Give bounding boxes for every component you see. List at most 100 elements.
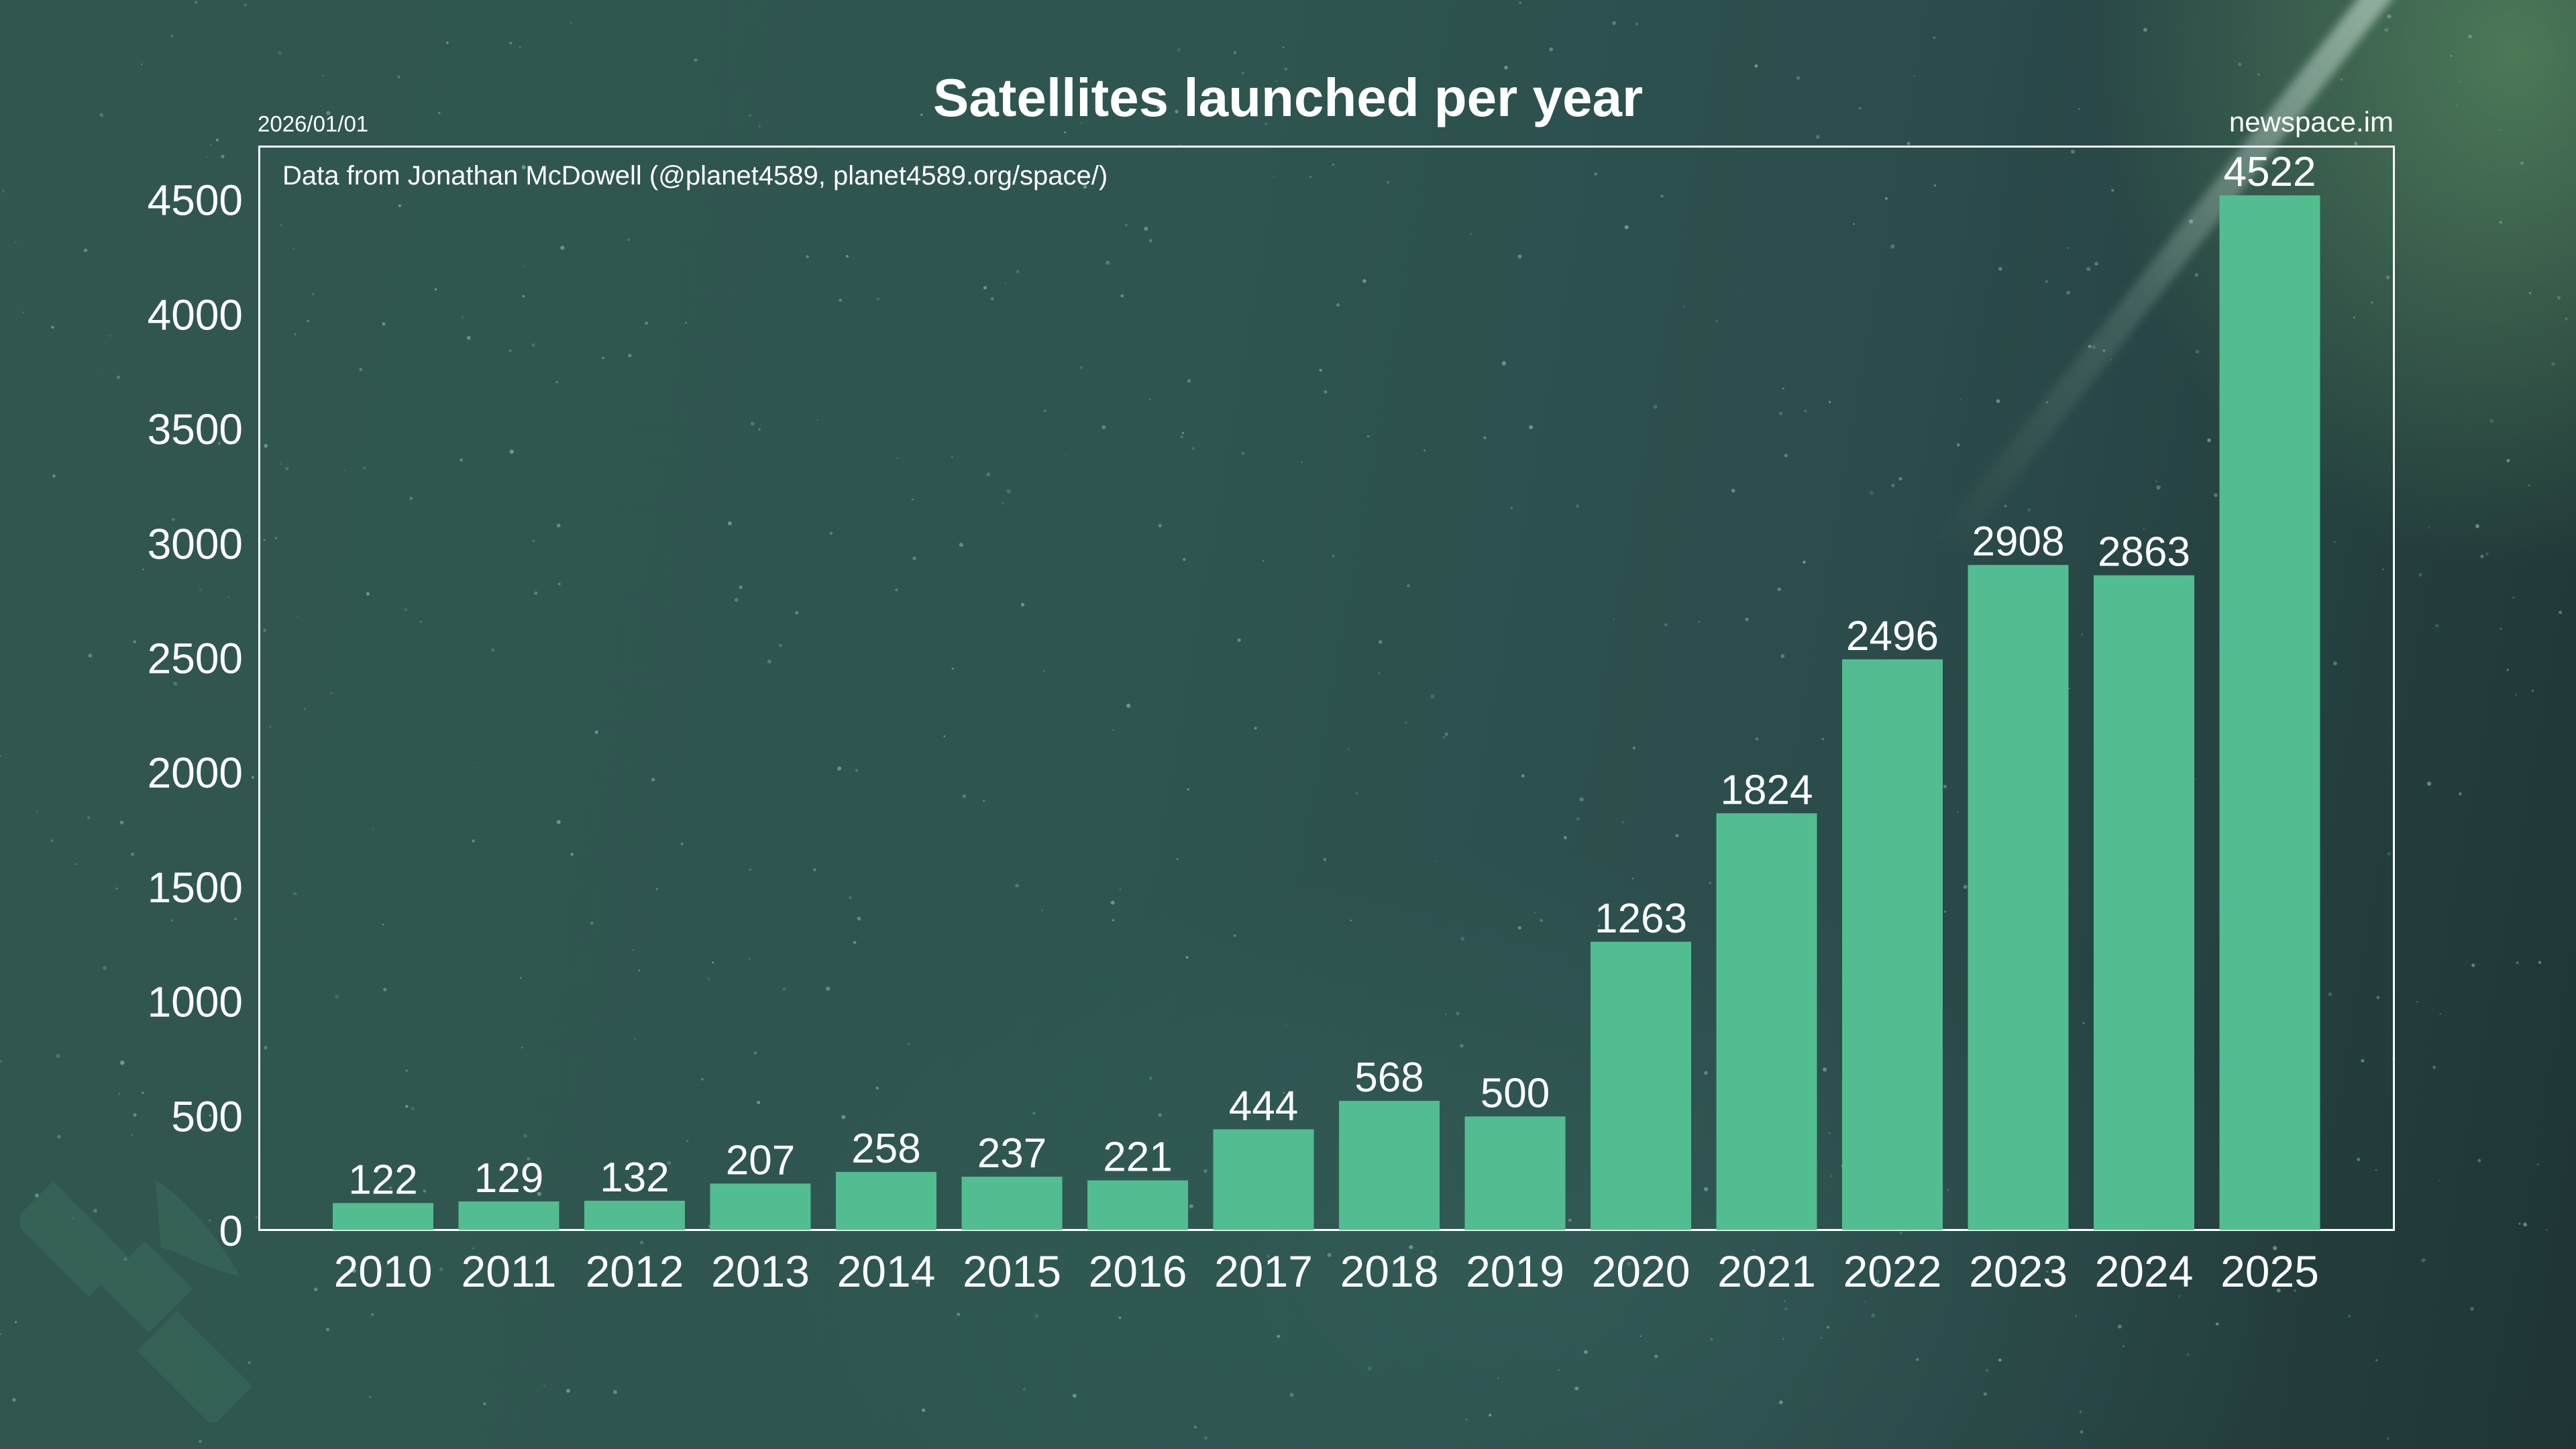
brand-link[interactable]: newspace.im xyxy=(2229,106,2394,138)
star xyxy=(1957,811,1959,813)
star xyxy=(1784,1299,1786,1302)
star xyxy=(2520,161,2524,165)
star xyxy=(142,568,144,570)
star xyxy=(962,794,967,798)
star xyxy=(1119,888,1121,890)
star xyxy=(519,977,523,979)
star xyxy=(1241,451,1245,455)
star xyxy=(1041,909,1043,912)
star xyxy=(1752,1249,1755,1252)
star xyxy=(1277,1334,1281,1338)
star xyxy=(701,1078,704,1081)
star xyxy=(1444,732,1448,737)
star xyxy=(264,443,268,448)
star xyxy=(2353,142,2358,146)
star xyxy=(2529,292,2532,294)
star xyxy=(602,356,604,360)
star xyxy=(2516,961,2519,965)
star xyxy=(1377,671,1381,675)
star xyxy=(1621,820,1625,824)
star xyxy=(1803,560,1806,564)
star xyxy=(2079,1411,2082,1413)
data-label-2022: 2496 xyxy=(1846,613,1939,659)
star xyxy=(612,1390,617,1395)
star xyxy=(12,1397,16,1402)
star xyxy=(1996,399,2000,403)
star xyxy=(2384,28,2389,32)
star xyxy=(1653,405,1658,409)
star xyxy=(359,368,363,372)
data-label-2014: 258 xyxy=(851,1126,920,1172)
star xyxy=(1489,1413,1492,1417)
star xyxy=(210,144,212,146)
star xyxy=(2421,1258,2426,1263)
data-label-2018: 568 xyxy=(1354,1055,1424,1101)
star xyxy=(234,918,237,920)
star xyxy=(1144,226,1148,231)
star xyxy=(1001,502,1004,505)
star xyxy=(1362,279,1366,283)
star xyxy=(2470,1307,2474,1311)
data-label-2025: 4522 xyxy=(2224,149,2316,195)
star xyxy=(1698,621,1700,623)
star xyxy=(1782,1338,1784,1340)
star xyxy=(2155,480,2158,482)
star xyxy=(1876,1279,1880,1284)
star xyxy=(1823,1067,1827,1072)
star xyxy=(227,326,231,330)
star xyxy=(1004,282,1006,284)
y-tick-label: 4000 xyxy=(148,290,243,339)
star xyxy=(389,1186,392,1189)
star xyxy=(314,128,316,130)
star xyxy=(1829,1132,1831,1134)
star xyxy=(634,1038,637,1040)
star xyxy=(476,767,478,769)
star xyxy=(462,316,464,318)
star xyxy=(217,441,221,445)
star xyxy=(857,916,861,921)
star xyxy=(2213,493,2218,498)
star xyxy=(206,156,208,158)
star xyxy=(172,518,175,521)
star xyxy=(347,168,350,171)
star xyxy=(1183,557,1186,561)
star xyxy=(1804,409,1807,413)
star xyxy=(1378,640,1383,644)
star xyxy=(855,769,859,772)
star xyxy=(2375,1359,2378,1362)
star xyxy=(560,246,565,250)
star xyxy=(72,1217,74,1220)
data-label-2021: 1824 xyxy=(1721,767,1813,813)
star xyxy=(74,863,77,865)
star xyxy=(2328,992,2332,997)
source-note: Data from Jonathan McDowell (@planet4589… xyxy=(282,161,1108,191)
x-axis: 2010 2011 2012 2013 2014 2015 2016 2017 2018 2019… xyxy=(334,1246,2319,1296)
star xyxy=(1826,1326,1829,1329)
x-tick-label: 2025 xyxy=(2220,1246,2319,1296)
star xyxy=(1456,1012,1460,1016)
star xyxy=(1710,1338,1713,1341)
star xyxy=(826,986,830,991)
star xyxy=(411,1107,415,1111)
star xyxy=(911,498,914,500)
star xyxy=(1436,860,1438,862)
star xyxy=(1289,1393,1294,1397)
star xyxy=(627,238,630,241)
star xyxy=(667,1161,672,1165)
star xyxy=(1510,506,1513,509)
data-label-2017: 444 xyxy=(1229,1083,1298,1129)
star xyxy=(1944,910,1946,913)
x-tick-label: 2016 xyxy=(1089,1246,1187,1296)
star xyxy=(875,1087,879,1090)
star xyxy=(1064,455,1066,457)
star xyxy=(2416,1000,2418,1003)
star xyxy=(2528,484,2530,486)
star xyxy=(2333,541,2337,543)
star xyxy=(2207,438,2211,443)
star xyxy=(694,58,698,62)
star xyxy=(1106,260,1110,265)
star xyxy=(248,1360,252,1364)
star xyxy=(753,1051,757,1055)
star xyxy=(1191,447,1195,451)
star xyxy=(1120,294,1125,298)
